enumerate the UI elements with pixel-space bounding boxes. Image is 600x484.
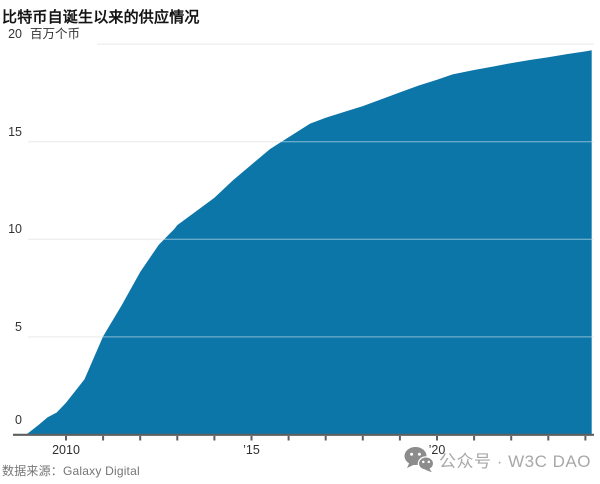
source-note: 数据来源：Galaxy Digital (2, 464, 140, 478)
x-tick-label-2010: 2010 (52, 443, 80, 457)
y-tick-label-15: 15 (8, 124, 22, 139)
watermark-text: 公众号 · W3C DAO (439, 452, 591, 471)
wechat-icon (404, 447, 434, 473)
x-tick-label-2015: ’15 (243, 443, 260, 457)
chart-title: 比特币自诞生以来的供应情况 (2, 9, 200, 26)
y-tick-label-10: 10 (8, 222, 22, 237)
y-tick-label-0: 0 (15, 413, 22, 427)
y-axis-unit-label: 百万个币 (30, 27, 81, 41)
x-tick-label-2020: ’20 (428, 443, 446, 457)
watermark: 公众号 · W3C DAO (404, 446, 596, 473)
y-tick-label-5: 5 (15, 319, 22, 334)
y-tick-label-20: 20 (8, 27, 22, 42)
supply-area-series (27, 50, 592, 434)
